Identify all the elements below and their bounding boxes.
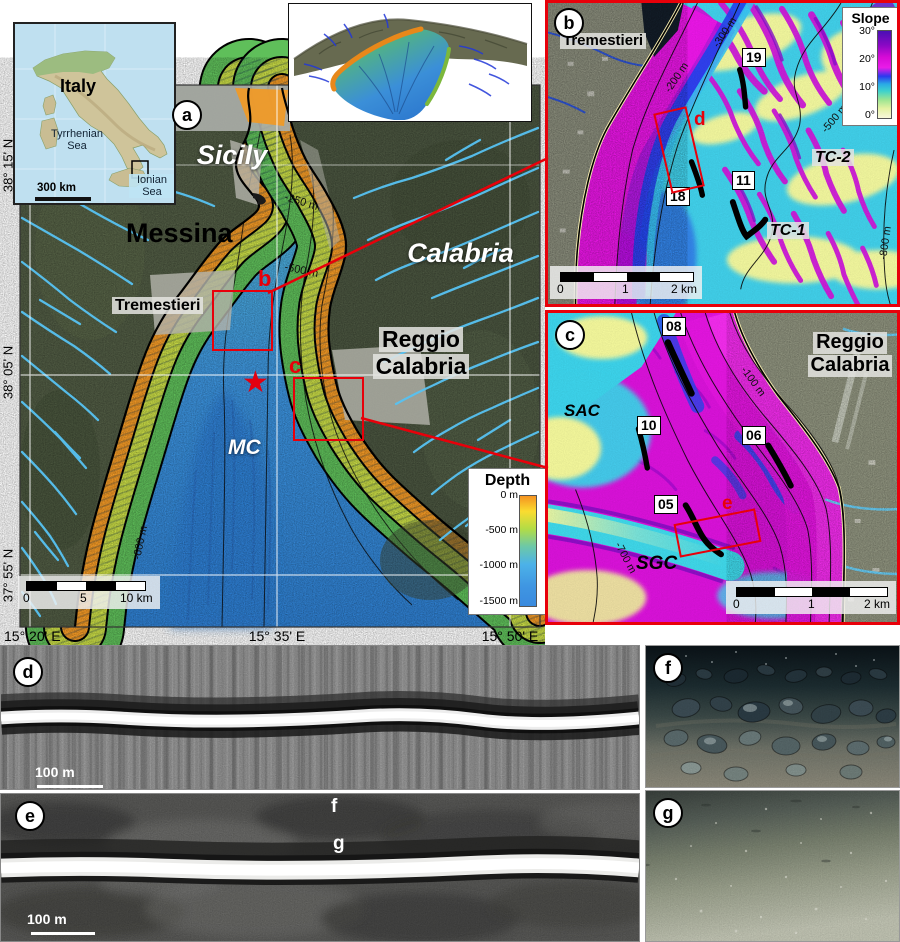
panel-c-label-badge: c [555,320,585,350]
epicenter-star-icon: ★ [242,366,269,399]
panel-e-scale-label: 100 m [27,911,67,927]
channel-label-tc2: TC-2 [812,149,854,167]
scalebar-tick: 10 km [120,591,153,605]
core-label-08: 08 [662,317,686,336]
panel-e-sonar: e f g 100 m [0,793,640,942]
inset-extent-box-c [293,377,364,441]
depth-legend-bar [519,495,537,607]
panel-a-scalebar: 0 5 10 km [18,576,160,609]
slope-legend-title: Slope [851,10,890,26]
scalebar-tick: 2 km [671,282,698,296]
italy-label: Italy [60,76,97,96]
slope-tick: 20° [859,53,875,65]
panel-f-label-badge: f [653,653,683,683]
lon-label: 15° 20' E [4,628,61,644]
inset-box-label-d: d [694,109,706,130]
inset-box-label-c: c [289,353,302,378]
slope-legend-bar [877,30,892,119]
slope-tick: 10° [859,81,875,93]
panel-f-photo: f [645,645,900,788]
scalebar-tick: 0 [23,591,30,605]
core-label-19: 19 [742,48,766,67]
scalebar-bar [560,272,694,282]
region-label-sicily: Sicily [196,140,268,170]
tremestieri-label-b: Tremestieri [560,32,647,50]
inset-italy-map: Italy Tyrrhenian Sea Ionian Sea 300 km [13,22,176,205]
slope-legend: Slope 30° 20° 10° 0° [842,7,897,126]
scalebar-bar [26,581,146,591]
sonar-d-graphic [1,646,639,789]
panel-b-scalebar: 0 1 2 km [550,266,702,299]
panel-d-sonar: d 100 m [0,645,640,790]
feature-label-mc: MC [228,436,261,459]
panel-d-scale-line [37,785,103,788]
city-label-tremestieri: Tremestieri [112,297,204,315]
panel-c-map-graphic: -100 m -700 m [548,313,897,622]
3d-view-graphic [293,13,528,120]
scalebar-tick: 1 [622,282,629,296]
panel-d-label-badge: d [13,657,43,687]
slope-tick: 30° [859,25,875,37]
ionian-sea-label: Ionian Sea [129,174,174,198]
scalebar-bar [736,587,888,597]
scalebar-tick: 5 [80,591,87,605]
scalebar-tick: 0 [557,282,564,296]
depth-tick: 0 m [500,489,518,501]
panel-d-scale-label: 100 m [35,764,75,780]
core-label-10: 10 [637,416,661,435]
photo-marker-f: f [331,796,338,817]
inset-3d-view [288,3,532,122]
lat-label: 37° 55' N [0,548,16,603]
depth-tick: -1500 m [479,595,518,607]
italy-map-graphic [15,24,174,203]
panel-b-label-badge: b [554,8,584,38]
panel-c-scalebar: 0 1 2 km [726,581,896,614]
depth-legend-title: Depth [484,472,531,489]
lon-label: 15° 50' E [481,628,539,644]
inset-box-label-b: b [258,266,272,291]
depth-tick: -500 m [485,524,518,536]
depth-legend: Depth 0 m -500 m -1000 m -1500 m [468,468,545,615]
panel-b-map-graphic: -200 m -300 m -500 m -800 m [548,3,897,304]
sonar-e-graphic [1,794,639,941]
panel-c-slope-map: -100 m -700 m c 08 10 06 05 SAC SGC e Re… [545,310,900,625]
depth-tick: -1000 m [479,559,518,571]
city-label-messina: Messina [126,218,233,248]
inset-extent-box-b [212,290,273,351]
feature-label-sgc: SGC [636,553,678,574]
photo-marker-g: g [333,833,345,854]
lat-label: 38° 05' N [0,345,16,400]
city-label-reggio-c: Reggio Calabria [798,331,897,377]
core-label-18: 18 [666,187,690,206]
core-label-11: 11 [732,171,755,190]
channel-label-tc1: TC-1 [767,222,809,240]
photo-g-graphic [646,791,899,941]
italy-scale-label: 300 km [37,182,77,194]
panel-g-photo: g [645,790,900,942]
lon-label: 15° 35' E [248,628,306,644]
slope-tick: 0° [864,109,875,121]
feature-label-sac: SAC [564,401,600,420]
region-label-calabria: Calabria [407,238,514,268]
panel-b-slope-map: -200 m -300 m -500 m -800 m b Tremestier… [545,0,900,307]
italy-scale-bar [35,197,91,201]
panel-a-label-badge: a [172,100,202,130]
panel-g-label-badge: g [653,798,683,828]
core-label-06: 06 [742,426,766,445]
panel-e-label-badge: e [15,801,45,831]
scalebar-tick: 1 [808,597,815,611]
scalebar-tick: 2 km [864,597,891,611]
photo-f-graphic [646,646,899,787]
tyrrhenian-sea-label: Tyrrhenian Sea [51,128,103,152]
inset-box-label-e: e [722,493,733,514]
panel-e-scale-line [31,932,95,935]
scalebar-tick: 0 [733,597,740,611]
city-label-reggio-calabria: Reggio Calabria [365,326,477,380]
core-label-05: 05 [654,495,678,514]
